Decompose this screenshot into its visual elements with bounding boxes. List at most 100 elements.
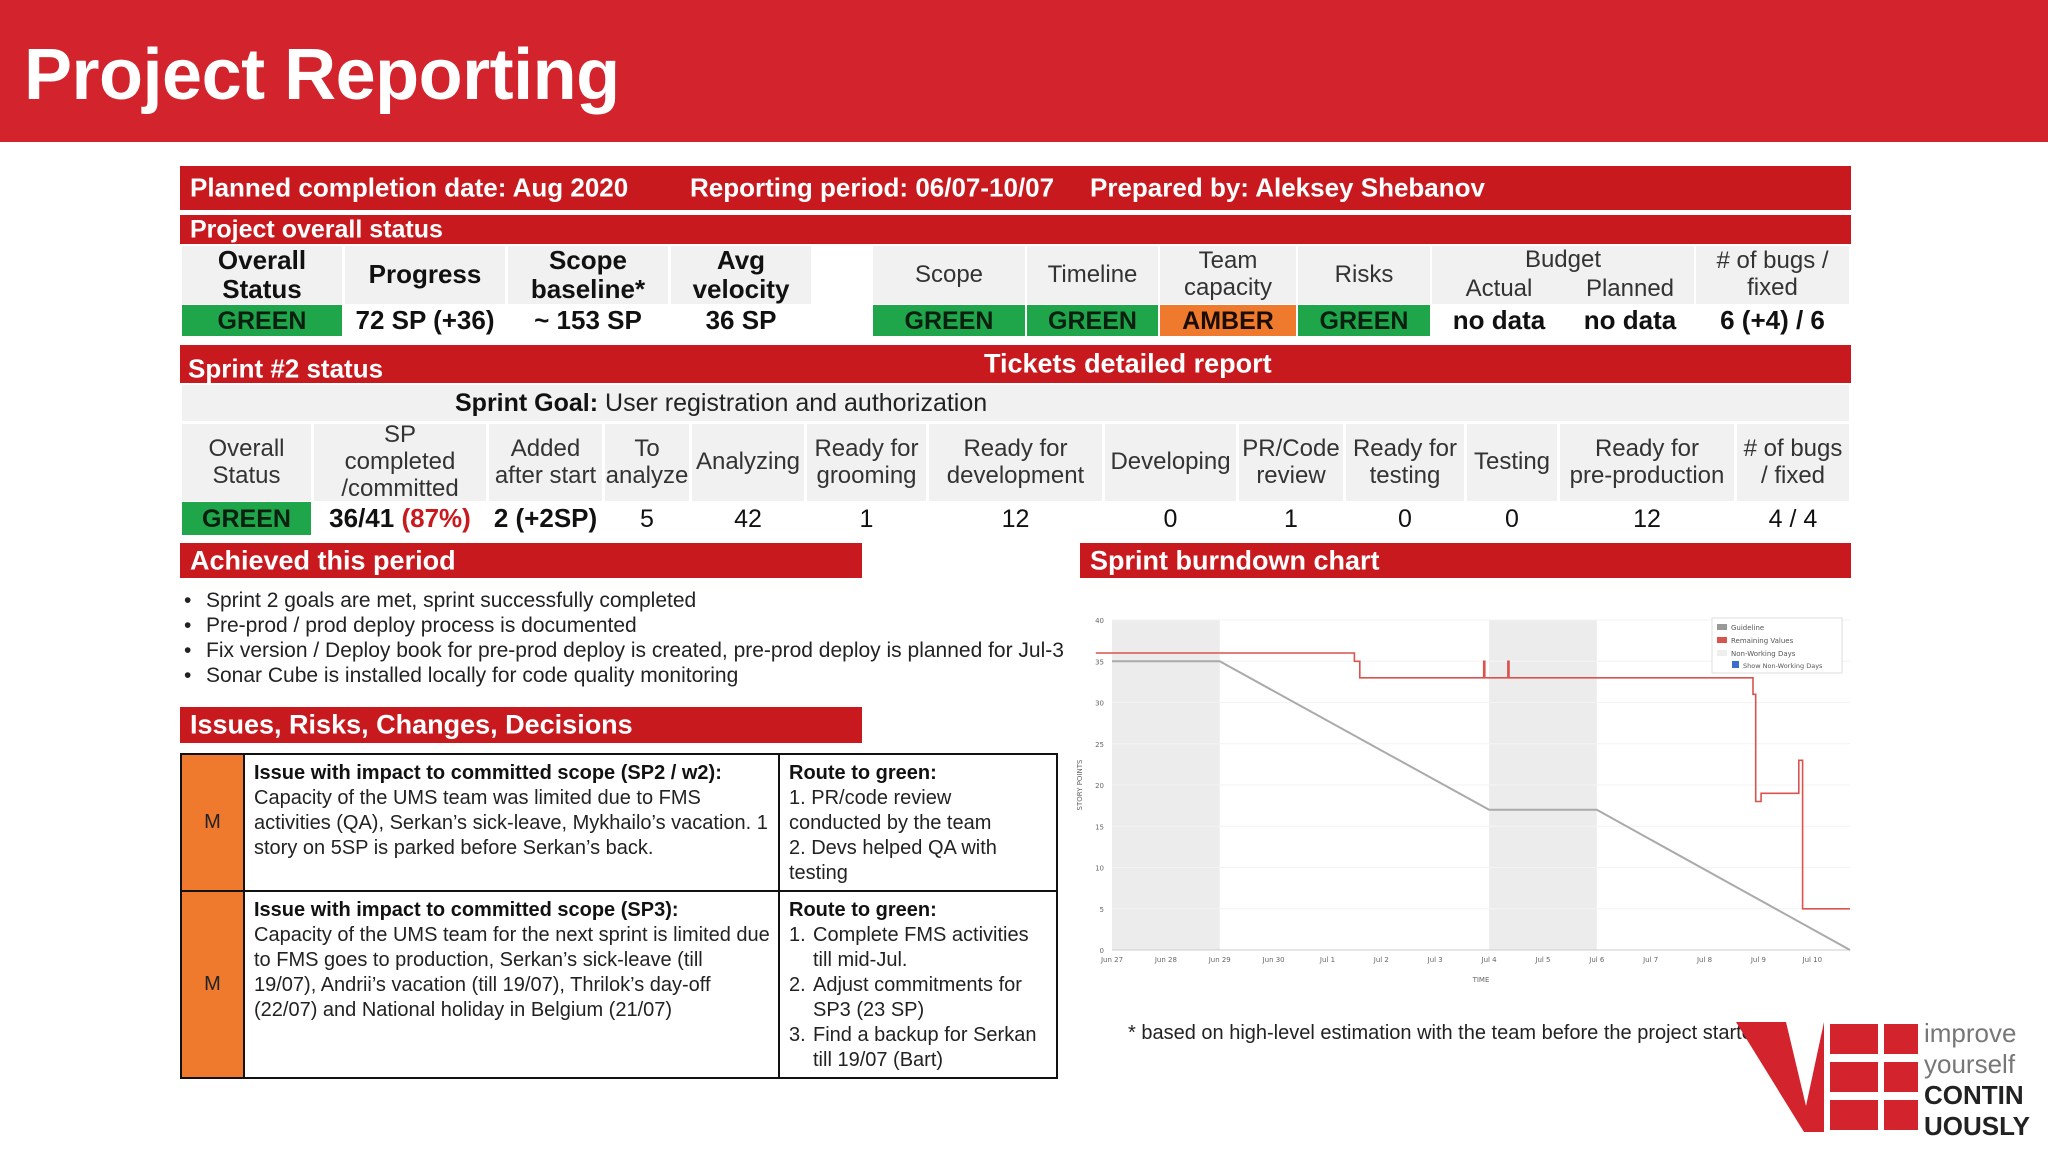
x-tick-label: Jun 27 [1100, 956, 1123, 964]
header-team-capacity: Team capacity [1160, 246, 1296, 304]
sprint-ready-grooming-value: 1 [859, 504, 874, 533]
x-tick-label: Jul 4 [1481, 956, 1498, 964]
remaining-values-series [1095, 652, 1850, 910]
x-tick-label: Jul 7 [1642, 956, 1658, 964]
sprint-header-testing: Testing [1467, 424, 1557, 501]
logo-s-bar-top [1884, 1024, 1918, 1054]
team-capacity-status-badge: AMBER [1160, 305, 1296, 336]
logo-s-bar-mid [1884, 1062, 1918, 1092]
route-item: 2. Adjust commitments for SP3 (23 SP) [789, 974, 1022, 1021]
risks-status-badge: GREEN [1298, 305, 1430, 336]
route-item: 3. Find a backup for Serkan till 19/07 (B… [789, 1024, 1037, 1071]
sprint-header-ready-grooming: Ready for grooming [807, 424, 926, 501]
sprint-ready-development-value: 12 [1001, 504, 1030, 533]
y-tick-label: 0 [1100, 947, 1104, 955]
scope-status-badge: GREEN [873, 305, 1025, 336]
show-non-working-days-checkbox[interactable] [1732, 661, 1739, 668]
budget-actual-value: no data [1452, 304, 1546, 335]
header-progress: Progress [345, 246, 505, 304]
logo-text: improve yourself CONTIN UOUSLY [1924, 1018, 2030, 1142]
sprint-bugs-value: 4 / 4 [1768, 504, 1818, 533]
achieved-item: Pre-prod / prod deploy process is docume… [182, 613, 1072, 638]
header-avg-velocity: Avg velocity [671, 245, 811, 304]
sprint-goal-row: Sprint Goal: User registration and autho… [182, 385, 1849, 421]
x-tick-label: Jul 10 [1802, 956, 1823, 964]
header-timeline: Timeline [1027, 246, 1158, 304]
route-item: 1. Complete FMS activities till mid-Jul. [789, 924, 1029, 971]
sprint-title: Sprint #2 status [188, 353, 384, 384]
y-tick-label: 5 [1100, 906, 1104, 914]
logo-line-1: improve [1924, 1018, 2017, 1048]
logo-line-2: yourself [1924, 1049, 2016, 1079]
scope-baseline-value: ~ 153 SP [534, 304, 642, 335]
section-issues: Issues, Risks, Changes, Decisions [180, 707, 862, 743]
issues-table: M Issue with impact to committed scope (… [180, 753, 1058, 1079]
issue-title: Issue with impact to committed scope (SP… [254, 899, 679, 921]
tickets-report-title: Tickets detailed report [984, 348, 1272, 379]
sprint-analyzing-value: 42 [734, 504, 762, 533]
issue-row: M Issue with impact to committed scope (… [180, 890, 1058, 1079]
sprint-header-to-analyze: To analyze [605, 424, 689, 501]
sprint-header-sp-completed: SP completed /committed [314, 421, 486, 502]
section-title: Project overall status [190, 215, 443, 243]
reporting-period: Reporting period: 06/07-10/07 [690, 172, 1055, 203]
section-achieved: Achieved this period [180, 543, 862, 578]
header-risks: Risks [1298, 246, 1430, 304]
x-tick-label: Jul 3 [1427, 956, 1443, 964]
route-item: 1. PR/code review conducted by the team [789, 787, 992, 834]
avg-velocity-value: 36 SP [705, 304, 777, 335]
issue-title: Issue with impact to committed scope (SP… [254, 762, 722, 784]
issue-severity: M [180, 890, 245, 1079]
x-tick-label: Jul 2 [1373, 956, 1389, 964]
title-bar: Project Reporting [0, 0, 2048, 142]
sprint-header-ready-preprod: Ready for pre-production [1560, 424, 1734, 501]
x-tick-label: Jul 5 [1534, 956, 1550, 964]
legend-swatch-guideline [1717, 624, 1727, 630]
header-scope-baseline: Scope baseline* [508, 245, 668, 304]
x-tick-label: Jul 8 [1696, 956, 1712, 964]
legend-label-show-nonworking: Show Non-Working Days [1743, 662, 1823, 670]
issue-severity: M [180, 753, 245, 892]
sprint-status-badge: GREEN [182, 502, 311, 535]
sprint-header-developing: Developing [1105, 424, 1236, 501]
sprint-header-ready-development: Ready for development [929, 424, 1102, 501]
y-tick-label: 25 [1095, 741, 1104, 749]
budget-planned-value: no data [1583, 304, 1677, 335]
overall-status-badge: GREEN [182, 305, 342, 336]
section-sprint-status: Sprint #2 status Tickets detailed report [180, 345, 1851, 383]
y-tick-label: 20 [1095, 782, 1104, 790]
header-budget-actual: Actual [1432, 275, 1566, 304]
burndown-chart-svg: 0 5 10 15 20 25 30 35 40 Jun 27 Jun 28 Jun 29 Jun 30… [1072, 610, 1862, 988]
sprint-pr-review-value: 1 [1284, 504, 1298, 533]
sp-completed-ratio: 36/41 [329, 502, 395, 533]
sprint-header-analyzing: Analyzing [692, 424, 804, 501]
section-overall-status: Project overall status [180, 215, 1851, 244]
progress-value: 72 SP (+36) [355, 304, 495, 335]
issue-row: M Issue with impact to committed scope (… [180, 753, 1058, 892]
route-to-green: Route to green: 1. PR/code review conduc… [778, 753, 1058, 892]
sprint-header-bugs: # of bugs / fixed [1737, 424, 1849, 501]
legend-label-nonworking: Non-Working Days [1731, 650, 1796, 658]
issues-title: Issues, Risks, Changes, Decisions [190, 709, 633, 740]
logo-v-shape [1736, 1022, 1824, 1132]
y-tick-label: 30 [1095, 700, 1104, 708]
y-tick-label: 15 [1095, 823, 1104, 831]
logo-line-4: UOUSLY [1924, 1111, 2030, 1141]
sprint-sp-completed-value: 36/41 (87%) [314, 502, 486, 535]
achieved-item: Sonar Cube is installed locally for code… [182, 663, 1072, 688]
y-tick-label: 40 [1095, 617, 1104, 625]
sprint-developing-value: 0 [1163, 504, 1178, 533]
header-scope: Scope [873, 246, 1025, 304]
logo-e-bar-mid [1830, 1062, 1878, 1092]
prepared-by: Prepared by: Aleksey Shebanov [1090, 172, 1485, 203]
route-title: Route to green: [789, 899, 937, 921]
sprint-header-ready-testing: Ready for testing [1346, 424, 1464, 501]
x-tick-label: Jun 30 [1262, 956, 1285, 964]
sprint-goal-text: User registration and authorization [598, 388, 988, 417]
sprint-ready-testing-value: 0 [1398, 504, 1412, 533]
achieved-list: Sprint 2 goals are met, sprint successfu… [182, 588, 1072, 688]
sp-completed-percent: (87%) [401, 502, 471, 533]
x-axis-label: TIME [1472, 976, 1490, 984]
header-budget-planned: Planned [1566, 275, 1694, 304]
sprint-ready-preprod-value: 12 [1633, 504, 1661, 533]
